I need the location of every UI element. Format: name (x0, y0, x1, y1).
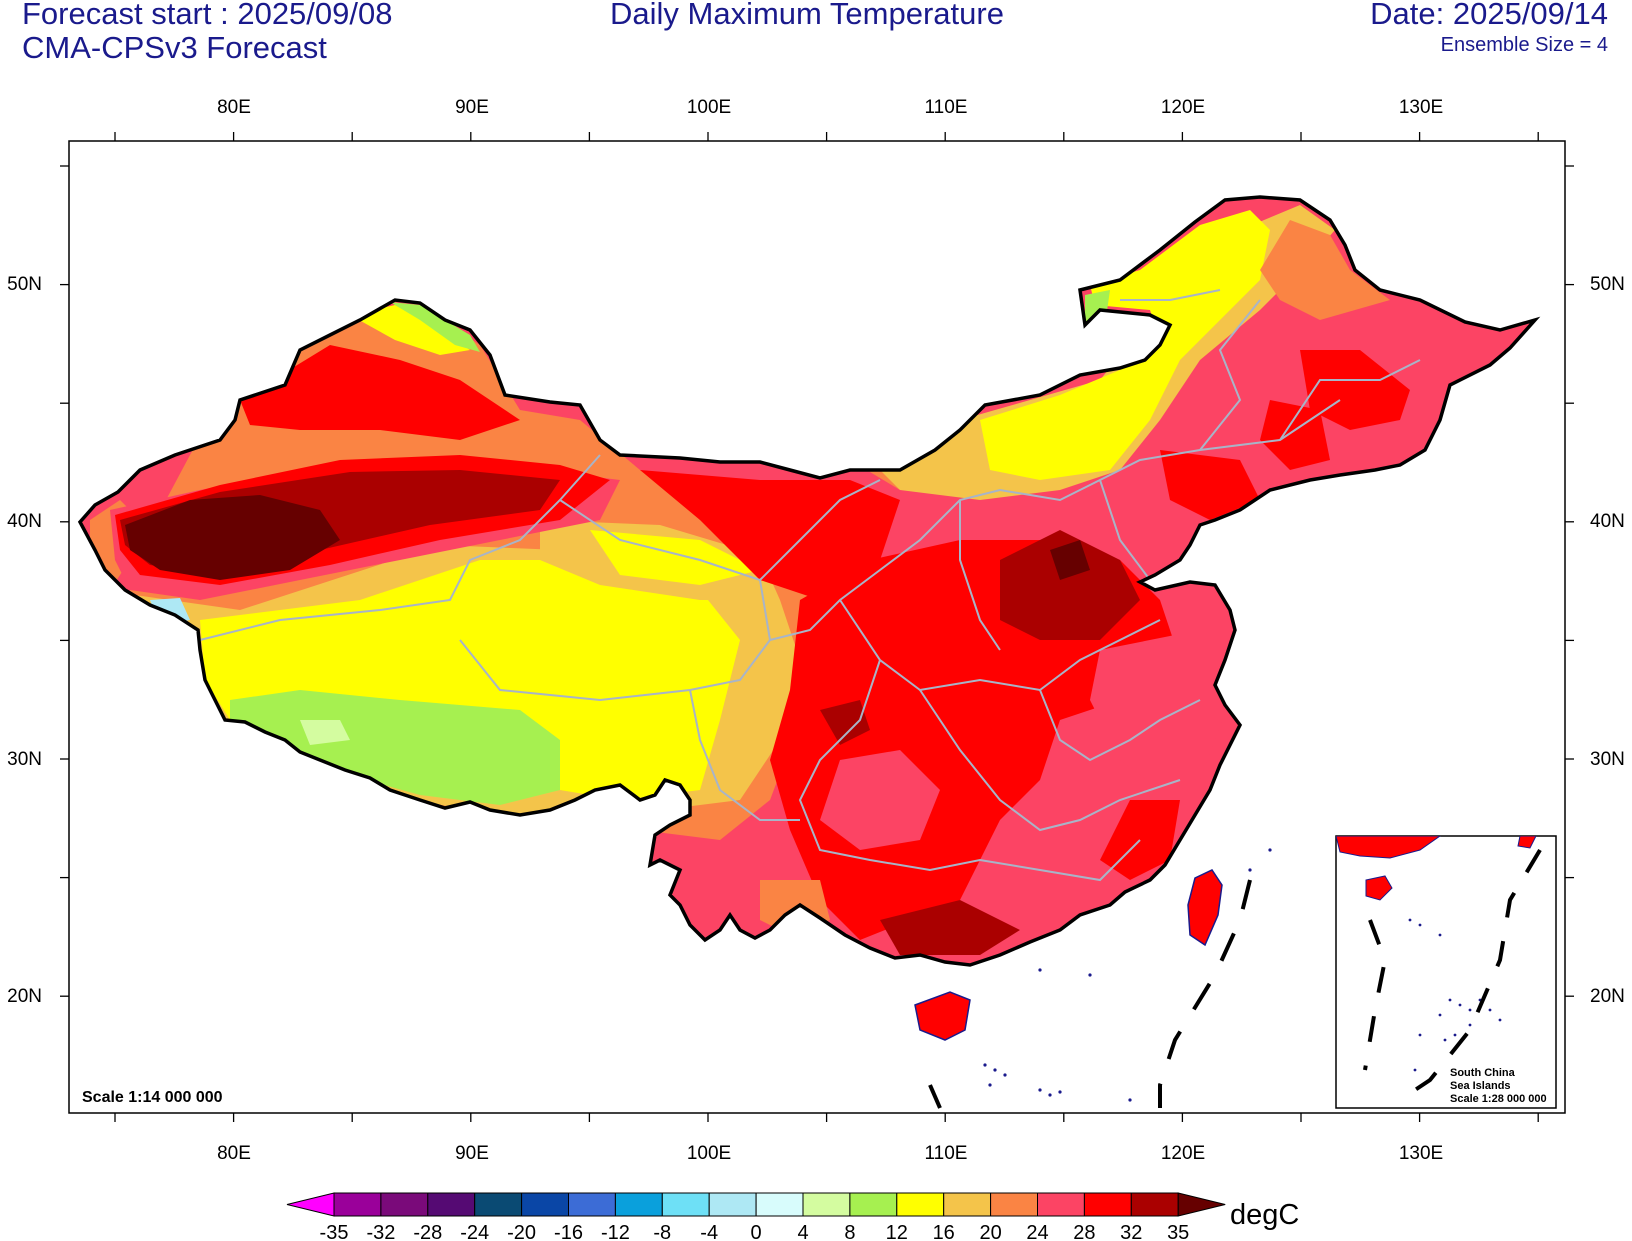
colorbar-tick-label: 8 (844, 1222, 855, 1241)
colorbar: -35 -32 -28 -24 -20 -16 -12 -8 -4 0 4 8 12 16 20 24 28 32… (286, 1192, 1226, 1241)
lon-labels-top: 80E 90E 100E 110E 120E 130E (217, 97, 1443, 118)
colorbar-bin (380, 1192, 429, 1217)
lon-label-90e-top: 90E (455, 97, 489, 118)
valid-date-label: Date: 2025/09/14 (1370, 0, 1608, 31)
taiwan-island (1187, 869, 1223, 947)
lon-label-120e-top: 120E (1161, 97, 1205, 118)
lon-label-90e-bottom: 90E (455, 1143, 489, 1164)
colorbar-tick-label: -28 (413, 1222, 442, 1241)
lat-label-30n-left: 30N (7, 749, 42, 770)
colorbar-tick-label: 4 (797, 1222, 808, 1241)
lon-label-120e-bottom: 120E (1161, 1143, 1205, 1164)
lat-label-20n-left: 20N (7, 986, 42, 1007)
colorbar-tick-label: -12 (601, 1222, 630, 1241)
colorbar-tick-label: 24 (1026, 1222, 1048, 1241)
colorbar-tick-label: 35 (1167, 1222, 1189, 1241)
colorbar-tick-label: -20 (507, 1222, 536, 1241)
model-name-label: CMA-CPSv3 Forecast (22, 30, 327, 65)
colorbar-bin (849, 1192, 898, 1217)
colorbar-bin (943, 1192, 992, 1217)
south-china-sea-inset: South China Sea Islands Scale 1:28 000 0… (1335, 835, 1557, 1109)
colorbar-bin (1037, 1192, 1085, 1217)
lon-label-130e-bottom: 130E (1399, 1143, 1443, 1164)
colorbar-bin-high (1177, 1192, 1226, 1217)
lon-labels-bottom: 80E 90E 100E 110E 120E 130E (217, 1143, 1443, 1164)
colorbar-bin (802, 1192, 851, 1217)
lon-label-100e-top: 100E (687, 97, 731, 118)
lon-label-100e-bottom: 100E (687, 1143, 731, 1164)
frame-ticks (60, 132, 1574, 1122)
chart-title: Daily Maximum Temperature (610, 0, 1004, 31)
colorbar-tick-label: -32 (366, 1222, 395, 1241)
lat-label-40n-right: 40N (1590, 511, 1625, 532)
inset-frame (1335, 835, 1557, 1109)
ensemble-size-label: Ensemble Size = 4 (1440, 34, 1608, 56)
hainan-island (914, 991, 971, 1041)
lat-labels-right: 50N 40N 30N 20N (1590, 274, 1625, 1007)
lon-label-110e-bottom: 110E (925, 1143, 968, 1164)
lat-label-50n-left: 50N (7, 274, 42, 295)
colorbar-bin (1083, 1192, 1132, 1217)
colorbar-tick-label: 32 (1120, 1222, 1142, 1241)
colorbar-bin (614, 1192, 663, 1217)
lon-label-80e-bottom: 80E (217, 1143, 251, 1164)
colorbar-bin (661, 1192, 710, 1217)
colorbar-unit-label: degC (1230, 1199, 1299, 1231)
colorbar-tick-label: -35 (320, 1222, 349, 1241)
colorbar-bin (521, 1192, 569, 1217)
colorbar-bin (755, 1192, 804, 1217)
colorbar-bin (474, 1192, 523, 1217)
inset-scale-label: Scale 1:28 000 000 (1450, 1093, 1547, 1105)
colorbar-bin (708, 1192, 757, 1217)
lat-label-50n-right: 50N (1590, 274, 1625, 295)
colorbar-tick-label: 12 (886, 1222, 908, 1241)
colorbar-tick-label: 16 (933, 1222, 955, 1241)
colorbar-bin (427, 1192, 476, 1217)
colorbar-bin (333, 1192, 382, 1217)
colorbar-tick-label: -8 (653, 1222, 671, 1241)
lon-label-80e-top: 80E (217, 97, 251, 118)
map-scale-label: Scale 1:14 000 000 (82, 1089, 223, 1106)
colorbar-bin (1130, 1192, 1179, 1217)
colorbar-bin (568, 1192, 616, 1217)
colorbar-tick-label: -16 (554, 1222, 583, 1241)
lat-labels-left: 50N 40N 30N 20N (7, 274, 42, 1007)
forecast-start-label: Forecast start : 2025/09/08 (22, 0, 393, 31)
colorbar-tick-label: -24 (460, 1222, 489, 1241)
colorbar-bin (896, 1192, 945, 1217)
maritime-boundary (928, 879, 1252, 1109)
lon-label-110e-top: 110E (925, 97, 968, 118)
lon-label-130e-top: 130E (1399, 97, 1443, 118)
colorbar-tick-label: 28 (1073, 1222, 1095, 1241)
lat-label-20n-right: 20N (1590, 986, 1625, 1007)
south-sea-islets (983, 848, 1272, 1102)
colorbar-bin (990, 1192, 1038, 1217)
province-boundaries (199, 289, 1421, 882)
lat-label-30n-right: 30N (1590, 749, 1625, 770)
colorbar-bin-low (286, 1192, 335, 1217)
colorbar-tick-label: 0 (751, 1222, 762, 1241)
inset-title-line2: Sea Islands (1450, 1080, 1511, 1092)
colorbar-tick-label: 20 (979, 1222, 1001, 1241)
colorbar-tick-label: -4 (700, 1222, 718, 1241)
inset-title-line1: South China (1450, 1067, 1516, 1079)
lat-label-40n-left: 40N (7, 511, 42, 532)
